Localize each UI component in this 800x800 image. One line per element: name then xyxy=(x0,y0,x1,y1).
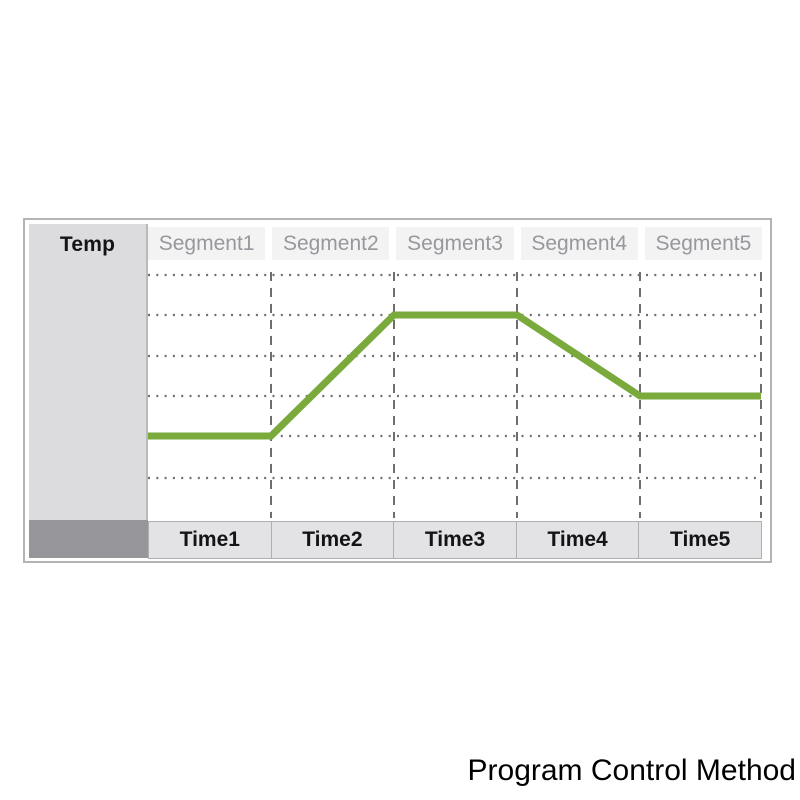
segment-header-4: Segment4 xyxy=(520,227,638,260)
temp-axis-cell: Temp xyxy=(29,224,148,529)
temp-profile-line xyxy=(148,311,761,440)
caption: Program Control Method xyxy=(467,754,796,787)
segment-header-3: Segment3 xyxy=(396,227,514,260)
program-diagram-panel: Temp Segment1 Segment2 Segment3 Segment4 Seg… xyxy=(23,218,772,563)
time-cell-1: Time1 xyxy=(149,522,271,558)
time-cell-4: Time4 xyxy=(515,522,639,558)
time-cell-2: Time2 xyxy=(270,522,394,558)
temperature-profile-chart xyxy=(148,272,762,518)
corner-cell xyxy=(29,520,148,558)
segment-header-row: Segment1 Segment2 Segment3 Segment4 Segment5 xyxy=(148,227,763,260)
segment-header-5: Segment5 xyxy=(644,227,763,260)
time-row: Time1 Time2 Time3 Time4 Time5 xyxy=(148,521,762,559)
temp-label: Temp xyxy=(59,233,116,256)
time-cell-5: Time5 xyxy=(638,522,761,558)
segment-header-1: Segment1 xyxy=(148,227,266,260)
time-cell-3: Time3 xyxy=(393,522,516,558)
segment-header-2: Segment2 xyxy=(272,227,390,260)
